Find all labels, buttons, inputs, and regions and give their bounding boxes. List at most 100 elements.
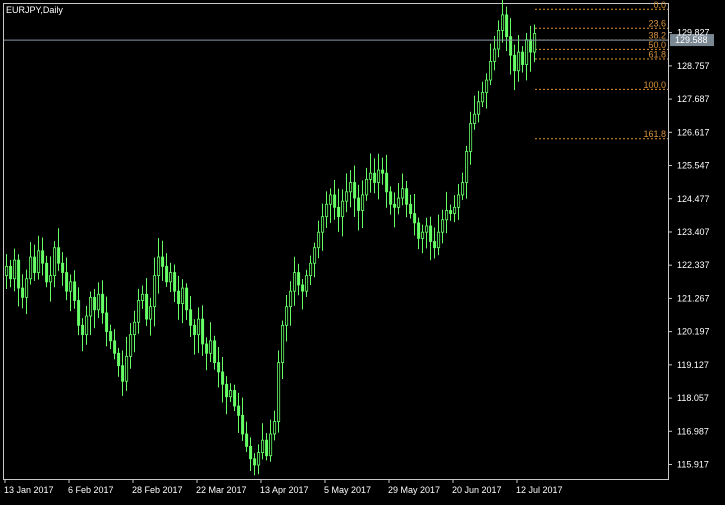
candle-body xyxy=(41,250,45,264)
candle-body xyxy=(377,169,381,183)
candle-body xyxy=(361,194,365,211)
candle-body xyxy=(245,433,249,447)
candle-body xyxy=(221,371,225,385)
candle-body xyxy=(397,197,401,208)
candle-body xyxy=(325,203,329,218)
candle-body xyxy=(109,331,113,342)
candle-body xyxy=(21,287,25,298)
candle-body xyxy=(389,191,393,205)
candle-body xyxy=(441,219,445,233)
candle-body xyxy=(25,278,29,298)
candle-body xyxy=(173,272,177,292)
x-tick-label: 22 Mar 2017 xyxy=(196,485,247,495)
candle-body xyxy=(321,216,325,233)
candle-body xyxy=(533,33,537,53)
candle-body xyxy=(261,439,265,454)
y-tick-label: 118.057 xyxy=(677,393,709,403)
x-tick-label: 20 Jun 2017 xyxy=(452,485,502,495)
candle-body xyxy=(237,405,241,416)
candle-body xyxy=(69,281,73,292)
candle-body xyxy=(85,315,89,336)
candle-body xyxy=(189,309,193,326)
current-price-tag xyxy=(670,34,714,47)
candle-body xyxy=(477,101,481,115)
candle-body xyxy=(333,194,337,208)
candle-body xyxy=(425,225,429,233)
candle-body xyxy=(517,51,521,72)
y-tick-label: 120.197 xyxy=(677,327,710,337)
candle-body xyxy=(205,343,209,354)
candle-body xyxy=(129,334,133,357)
candle-body xyxy=(509,36,513,56)
candle-body xyxy=(73,281,77,301)
candle-body xyxy=(369,172,373,180)
candle-body xyxy=(481,92,485,103)
candle-body xyxy=(433,241,437,249)
current-price-label: 129.588 xyxy=(675,35,708,45)
candle-body xyxy=(253,458,257,466)
candle-body xyxy=(405,188,409,205)
candle-body xyxy=(429,225,433,242)
candle-body xyxy=(153,275,157,308)
y-tick-label: 125.547 xyxy=(677,161,710,171)
candle-body xyxy=(5,265,9,277)
candle-body xyxy=(525,39,529,65)
candle-body xyxy=(357,197,361,211)
candle-body xyxy=(121,365,125,382)
candle-body xyxy=(249,446,253,460)
candle-body xyxy=(241,414,245,435)
x-tick-label: 6 Feb 2017 xyxy=(68,485,114,495)
candle-body xyxy=(101,293,105,314)
candle-body xyxy=(513,54,517,72)
x-tick-label: 13 Apr 2017 xyxy=(260,485,309,495)
y-tick-label: 123.407 xyxy=(677,227,710,237)
y-tick-label: 122.337 xyxy=(677,260,710,270)
fib-label: 61.8 xyxy=(648,49,666,59)
candle-body xyxy=(185,287,189,311)
candle-body xyxy=(93,296,97,311)
candle-body xyxy=(345,191,349,202)
fib-label: 161.8 xyxy=(643,129,666,139)
candle-body xyxy=(393,203,397,208)
candle-body xyxy=(489,61,493,81)
candle-body xyxy=(213,340,217,363)
candle-body xyxy=(493,48,497,62)
candle-body xyxy=(161,256,165,267)
candle-body xyxy=(449,210,453,214)
chart-title: EURJPY,Daily xyxy=(6,5,63,15)
candle-body xyxy=(233,390,237,407)
candle-body xyxy=(521,51,525,65)
candle-body xyxy=(145,293,149,320)
fib-label: 23.6 xyxy=(648,19,666,29)
candle-body xyxy=(17,259,21,289)
candle-body xyxy=(313,247,317,264)
candle-body xyxy=(305,275,309,292)
candle-body xyxy=(197,318,201,336)
candle-body xyxy=(289,290,293,308)
x-tick-label: 28 Feb 2017 xyxy=(132,485,183,495)
candle-body xyxy=(293,272,297,292)
candle-body xyxy=(149,306,153,320)
candle-body xyxy=(297,272,301,286)
candle-body xyxy=(141,293,145,301)
x-tick-label: 13 Jan 2017 xyxy=(4,485,54,495)
candle-body xyxy=(269,433,273,457)
candle-body xyxy=(373,172,377,183)
candle-body xyxy=(365,179,369,196)
candle-body xyxy=(349,182,353,193)
candle-body xyxy=(193,324,197,336)
candle-body xyxy=(529,39,533,53)
candle-body xyxy=(53,247,57,277)
candle-body xyxy=(413,213,417,224)
candle-body xyxy=(421,231,425,239)
y-tick-label: 121.267 xyxy=(677,293,710,303)
fib-label: 50.0 xyxy=(648,40,666,50)
candle-body xyxy=(329,194,333,205)
candle-body xyxy=(65,272,69,292)
candle-body xyxy=(417,222,421,239)
candle-body xyxy=(165,265,169,283)
fib-label: 0.0 xyxy=(653,0,666,10)
candle-body xyxy=(453,206,457,214)
candle-body xyxy=(469,123,473,152)
